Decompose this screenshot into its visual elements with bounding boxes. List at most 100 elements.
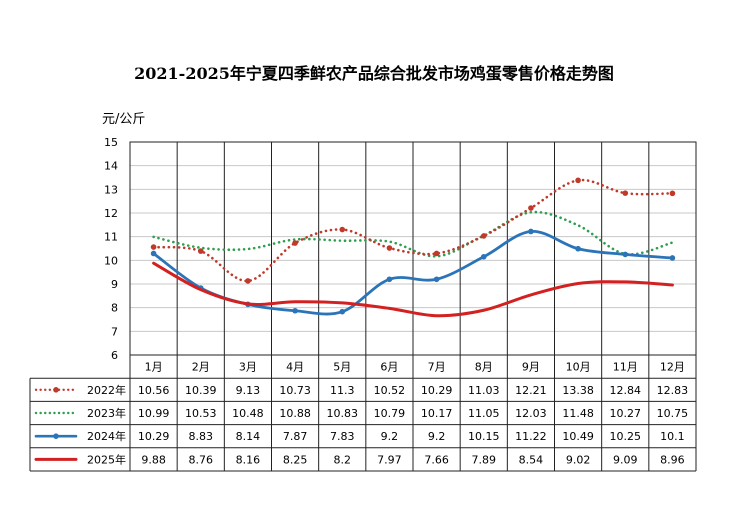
y-tick-label: 14: [104, 160, 118, 173]
data-label: 9.13: [236, 384, 261, 397]
y-tick-label: 13: [104, 183, 118, 196]
data-point: [197, 248, 204, 254]
x-tick-label: 5月: [333, 361, 351, 374]
data-point: [669, 190, 676, 197]
y-tick-label: 8: [111, 302, 118, 315]
data-label: 8.14: [236, 430, 261, 443]
data-label: 9.09: [613, 453, 638, 466]
data-label: 11.03: [468, 384, 500, 397]
x-tick-label: 7月: [428, 361, 446, 374]
data-label: 10.56: [138, 384, 170, 397]
y-tick-label: 10: [104, 254, 118, 267]
data-label: 11.3: [330, 384, 355, 397]
y-axis-unit-label: 元/公斤: [102, 112, 146, 127]
data-label: 8.76: [189, 453, 214, 466]
data-label: 10.15: [468, 430, 500, 443]
data-point: [386, 276, 393, 283]
data-label: 7.97: [377, 453, 402, 466]
data-label: 8.83: [189, 430, 214, 443]
data-label: 13.38: [562, 384, 594, 397]
data-label: 7.83: [330, 430, 355, 443]
data-label: 12.83: [657, 384, 689, 397]
series-line-2022年: [152, 178, 674, 283]
data-label: 10.48: [232, 407, 264, 420]
data-label: 7.87: [283, 430, 308, 443]
data-point: [292, 307, 298, 314]
series-line-2023年: [152, 210, 674, 258]
legend-label: 2023年: [87, 406, 126, 420]
data-label: 9.88: [141, 453, 166, 466]
data-point: [150, 250, 157, 257]
y-tick-label: 11: [104, 231, 118, 244]
data-label: 10.73: [279, 384, 311, 397]
data-label: 10.29: [138, 430, 170, 443]
data-point: [292, 240, 298, 246]
y-tick-label: 15: [104, 136, 118, 149]
data-label: 10.79: [374, 407, 406, 420]
chart-title: 2021-2025年宁夏四季鲜农产品综合批发市场鸡蛋零售价格走势图: [134, 64, 614, 83]
chart-grid: [129, 141, 697, 356]
x-tick-label: 1月: [145, 361, 163, 374]
data-point: [386, 245, 393, 251]
series-lines: [150, 177, 676, 318]
data-label: 10.25: [610, 430, 642, 443]
data-point: [245, 278, 251, 284]
legend-label: 2022年: [87, 383, 126, 397]
data-label: 10.99: [138, 407, 170, 420]
data-point: [433, 276, 440, 283]
data-point: [480, 233, 487, 239]
data-label: 8.96: [660, 453, 685, 466]
data-label: 11.48: [562, 407, 594, 420]
data-label: 10.27: [610, 407, 642, 420]
data-point: [575, 245, 581, 252]
y-tick-label: 6: [111, 349, 118, 362]
data-point: [528, 228, 534, 235]
legend-marker: [53, 433, 59, 440]
x-tick-label: 2月: [192, 361, 210, 374]
x-tick-label: 10月: [566, 361, 591, 374]
data-label: 11.05: [468, 407, 500, 420]
data-point: [528, 205, 534, 211]
x-tick-label: 8月: [475, 361, 493, 374]
data-label: 9.02: [566, 453, 591, 466]
data-point: [480, 253, 487, 260]
data-point: [339, 308, 346, 315]
data-point: [433, 250, 440, 257]
data-point: [622, 190, 629, 196]
data-point: [339, 226, 346, 233]
data-label: 10.75: [657, 407, 689, 420]
legend-marker: [53, 387, 59, 393]
x-tick-label: 9月: [522, 361, 540, 374]
data-label: 12.21: [515, 384, 547, 397]
data-label: 8.25: [283, 453, 308, 466]
data-label: 10.88: [279, 407, 311, 420]
data-label: 10.39: [185, 384, 217, 397]
data-label: 10.29: [421, 384, 453, 397]
data-point: [669, 255, 676, 261]
data-label: 8.16: [236, 453, 261, 466]
data-label: 8.2: [334, 453, 352, 466]
legend-label: 2025年: [87, 452, 126, 466]
x-tick-label: 11月: [613, 361, 638, 374]
data-label: 10.17: [421, 407, 453, 420]
data-label: 12.03: [515, 407, 547, 420]
x-tick-label: 12月: [660, 361, 685, 374]
data-label: 10.52: [374, 384, 406, 397]
data-label: 9.2: [428, 430, 446, 443]
data-table: 1月 2月 3月 4月 5月 6月 7月 8月 9月 10月 11月 12月 2022年 10.56 10.…: [29, 354, 697, 472]
series-line-2025年: [152, 261, 674, 318]
y-tick-label: 7: [111, 325, 118, 338]
data-point: [622, 251, 629, 258]
x-tick-label: 4月: [286, 361, 304, 374]
x-tick-label: 6月: [380, 361, 398, 374]
data-label: 11.22: [515, 430, 547, 443]
x-tick-label: 3月: [239, 361, 257, 374]
data-label: 10.49: [562, 430, 594, 443]
legend-label: 2024年: [87, 429, 126, 443]
data-label: 10.1: [660, 430, 685, 443]
data-label: 9.2: [381, 430, 399, 443]
data-label: 10.53: [185, 407, 217, 420]
data-label: 7.66: [424, 453, 449, 466]
data-label: 7.89: [472, 453, 497, 466]
